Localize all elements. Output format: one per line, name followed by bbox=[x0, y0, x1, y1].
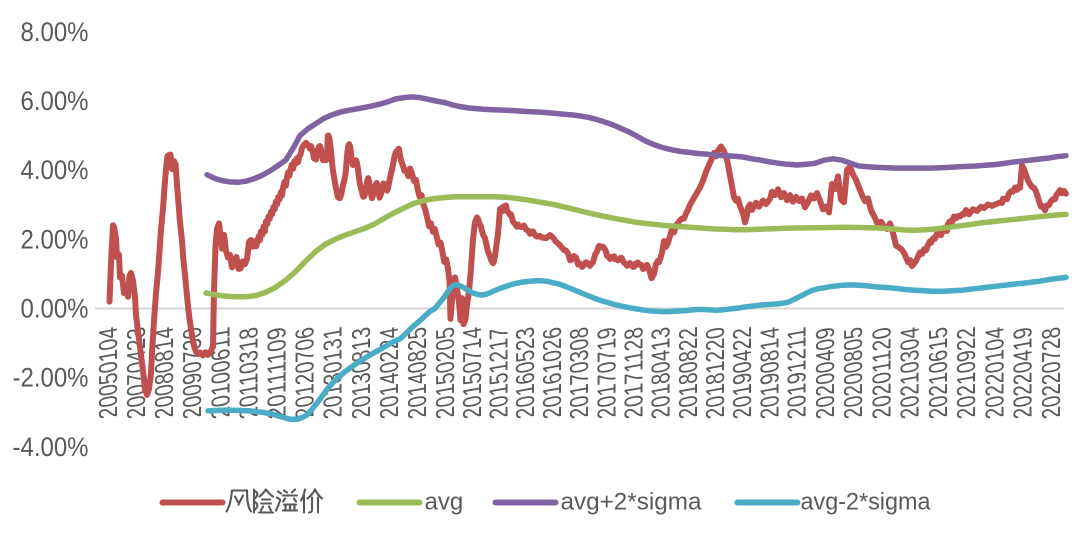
svg-text:20151217: 20151217 bbox=[484, 325, 514, 421]
svg-text:2.00%: 2.00% bbox=[21, 224, 89, 254]
svg-text:-4.00%: -4.00% bbox=[13, 432, 89, 462]
svg-text:20110318: 20110318 bbox=[234, 325, 264, 421]
svg-text:20210304: 20210304 bbox=[895, 325, 925, 421]
svg-text:20181220: 20181220 bbox=[700, 325, 730, 421]
svg-text:20180822: 20180822 bbox=[673, 325, 703, 421]
svg-text:20201120: 20201120 bbox=[866, 325, 896, 421]
svg-text:20111109: 20111109 bbox=[262, 325, 292, 421]
svg-text:20210615: 20210615 bbox=[923, 325, 953, 421]
svg-text:20050104: 20050104 bbox=[93, 325, 123, 421]
svg-text:20150714: 20150714 bbox=[457, 325, 487, 421]
svg-text:20220419: 20220419 bbox=[1008, 325, 1038, 421]
svg-text:6.00%: 6.00% bbox=[21, 86, 89, 116]
svg-text:avg: avg bbox=[425, 489, 464, 516]
svg-text:20140825: 20140825 bbox=[402, 325, 432, 421]
svg-text:20200805: 20200805 bbox=[838, 325, 868, 421]
svg-text:20171128: 20171128 bbox=[619, 325, 649, 421]
svg-text:20180413: 20180413 bbox=[646, 325, 676, 421]
svg-text:20191211: 20191211 bbox=[782, 325, 812, 421]
svg-text:20150205: 20150205 bbox=[430, 325, 460, 421]
svg-text:20130813: 20130813 bbox=[346, 325, 376, 421]
svg-text:avg-2*sigma: avg-2*sigma bbox=[801, 489, 932, 516]
svg-text:20220728: 20220728 bbox=[1036, 325, 1066, 421]
svg-text:20170308: 20170308 bbox=[564, 325, 594, 421]
svg-text:20160523: 20160523 bbox=[510, 325, 540, 421]
svg-text:20210922: 20210922 bbox=[951, 325, 981, 421]
svg-text:-2.00%: -2.00% bbox=[13, 363, 89, 393]
svg-text:4.00%: 4.00% bbox=[21, 155, 89, 185]
svg-text:0.00%: 0.00% bbox=[21, 294, 89, 324]
svg-text:20190814: 20190814 bbox=[754, 325, 784, 421]
svg-text:20161026: 20161026 bbox=[537, 325, 567, 421]
svg-text:20170719: 20170719 bbox=[591, 325, 621, 421]
svg-text:20200409: 20200409 bbox=[810, 325, 840, 421]
svg-text:8.00%: 8.00% bbox=[21, 17, 89, 47]
svg-text:20100611: 20100611 bbox=[205, 325, 235, 421]
svg-text:avg+2*sigma: avg+2*sigma bbox=[561, 489, 703, 516]
svg-text:20190422: 20190422 bbox=[727, 325, 757, 421]
svg-text:20220104: 20220104 bbox=[980, 325, 1010, 421]
